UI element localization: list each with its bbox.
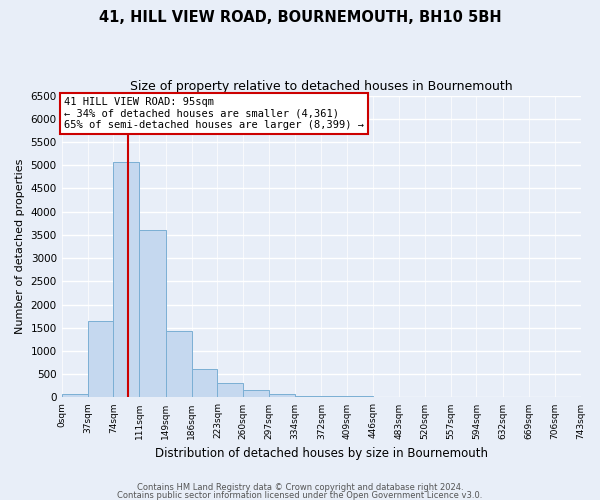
X-axis label: Distribution of detached houses by size in Bournemouth: Distribution of detached houses by size … xyxy=(155,447,488,460)
Bar xyxy=(269,394,295,398)
Bar xyxy=(217,384,243,398)
Text: Contains HM Land Registry data © Crown copyright and database right 2024.: Contains HM Land Registry data © Crown c… xyxy=(137,484,463,492)
Bar xyxy=(322,396,347,398)
Bar xyxy=(347,396,373,398)
Bar xyxy=(191,369,217,398)
Bar xyxy=(62,394,88,398)
Y-axis label: Number of detached properties: Number of detached properties xyxy=(15,159,25,334)
Bar xyxy=(295,396,322,398)
Bar xyxy=(373,396,399,398)
Bar xyxy=(139,230,166,398)
Text: Contains public sector information licensed under the Open Government Licence v3: Contains public sector information licen… xyxy=(118,490,482,500)
Bar xyxy=(113,162,139,398)
Bar xyxy=(166,332,191,398)
Text: 41 HILL VIEW ROAD: 95sqm
← 34% of detached houses are smaller (4,361)
65% of sem: 41 HILL VIEW ROAD: 95sqm ← 34% of detach… xyxy=(64,97,364,130)
Title: Size of property relative to detached houses in Bournemouth: Size of property relative to detached ho… xyxy=(130,80,512,93)
Bar xyxy=(88,321,113,398)
Bar xyxy=(243,390,269,398)
Text: 41, HILL VIEW ROAD, BOURNEMOUTH, BH10 5BH: 41, HILL VIEW ROAD, BOURNEMOUTH, BH10 5B… xyxy=(98,10,502,25)
